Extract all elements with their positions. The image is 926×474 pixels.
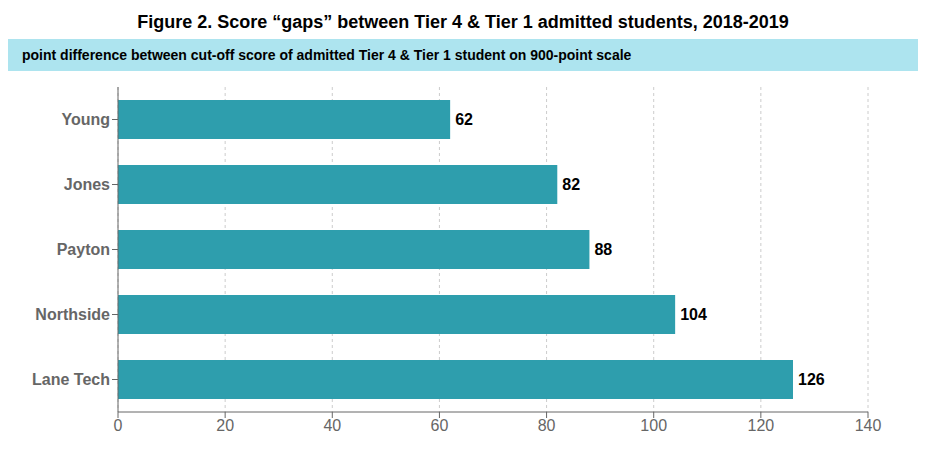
html-text:Figure 2. Score “gaps” between: Figure 2. Score “gaps” between Tier 4 & … [137, 12, 789, 32]
svg-text:62: 62 [455, 111, 473, 128]
svg-text:82: 82 [562, 176, 580, 193]
svg-text:126: 126 [798, 371, 825, 388]
svg-text:Young: Young [61, 111, 110, 128]
svg-text:Jones: Jones [64, 176, 110, 193]
svg-text:140: 140 [855, 417, 882, 434]
svg-text:Northside: Northside [35, 306, 110, 323]
html-text:point difference between cut-o: point difference between cut-off score o… [22, 47, 632, 63]
svg-text:Payton: Payton [57, 241, 110, 258]
svg-text:100: 100 [640, 417, 667, 434]
svg-text:20: 20 [216, 417, 234, 434]
svg-text:80: 80 [538, 417, 556, 434]
svg-text:40: 40 [323, 417, 341, 434]
svg-text:104: 104 [680, 306, 707, 323]
svg-text:88: 88 [594, 241, 612, 258]
svg-text:0: 0 [114, 417, 123, 434]
svg-text:120: 120 [748, 417, 775, 434]
svg-text:60: 60 [431, 417, 449, 434]
svg-text:Lane Tech: Lane Tech [32, 371, 110, 388]
